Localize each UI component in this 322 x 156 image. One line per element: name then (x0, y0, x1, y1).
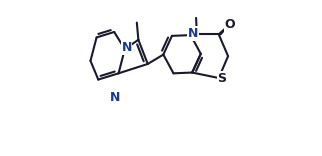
Text: N: N (188, 27, 198, 40)
Text: N: N (109, 91, 120, 104)
Text: O: O (224, 18, 235, 32)
Text: N: N (121, 41, 132, 54)
Text: S: S (217, 72, 226, 85)
